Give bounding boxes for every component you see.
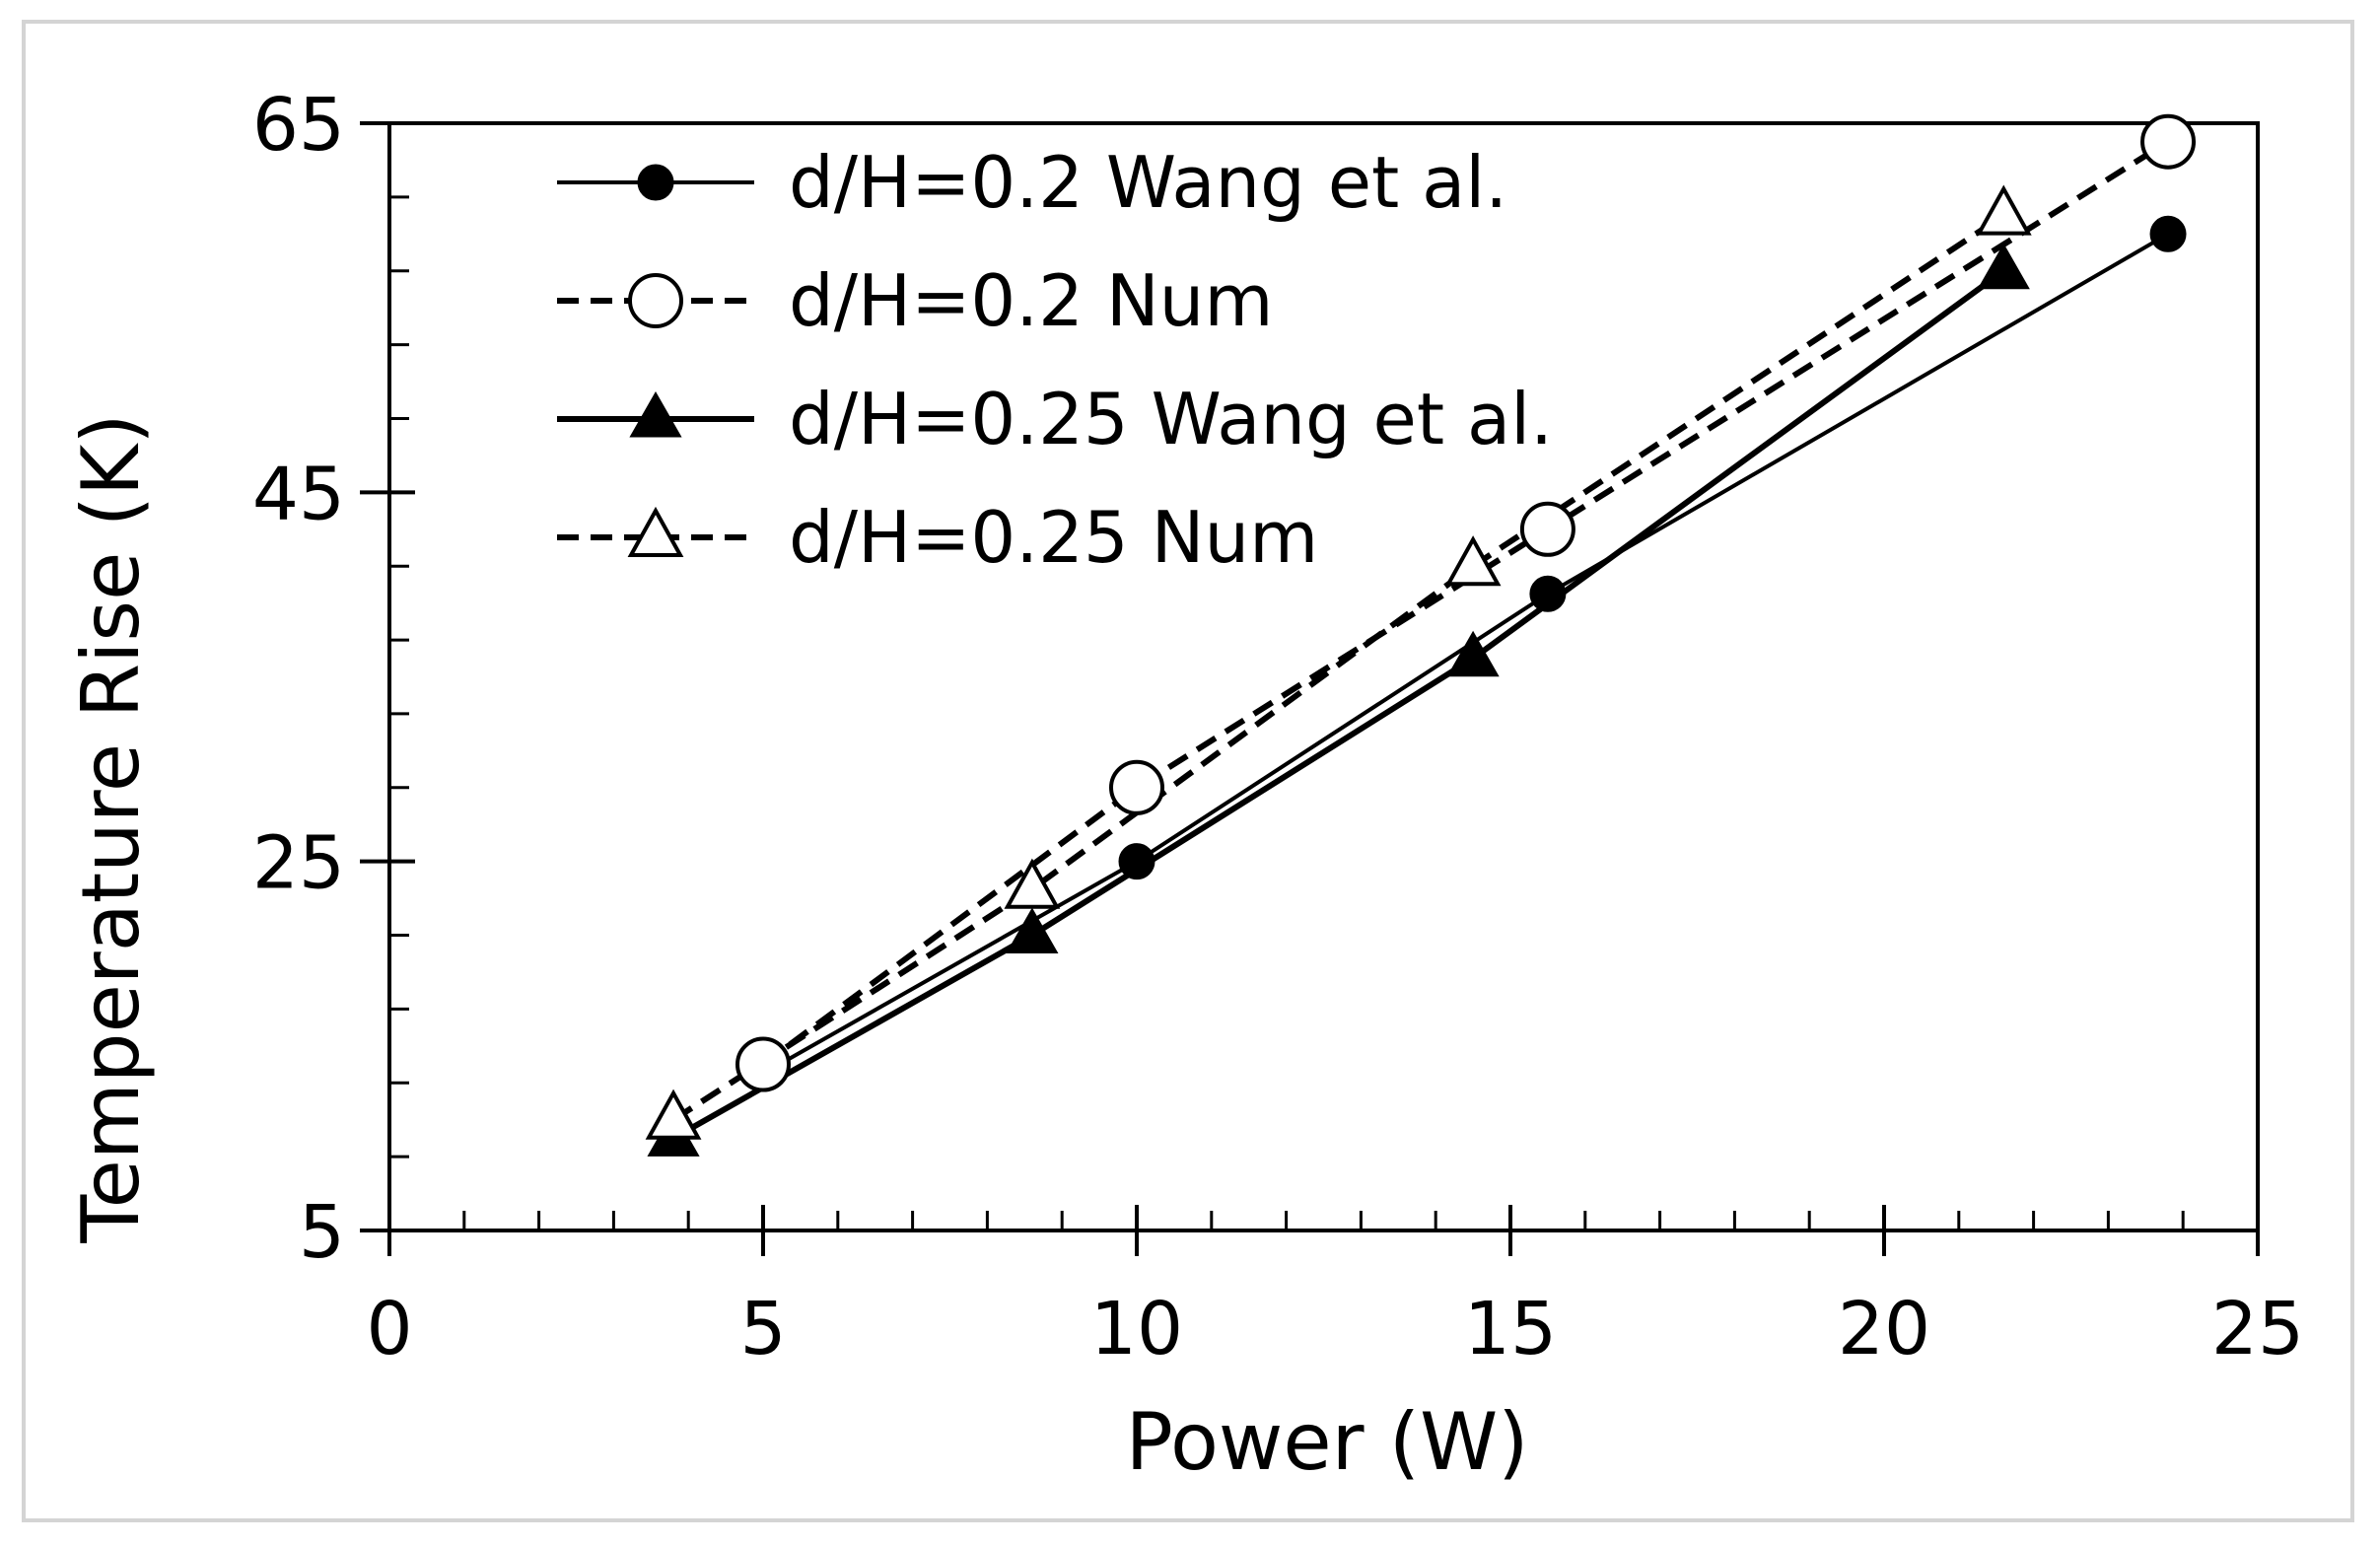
series-layer xyxy=(645,113,2197,1157)
marker-filled-triangle xyxy=(1977,243,2030,290)
legend-label: d/H=0.2 Num xyxy=(789,259,1273,342)
y-tick-label: 45 xyxy=(252,452,345,536)
series-markers-3 xyxy=(647,243,2030,1157)
x-tick-label: 0 xyxy=(366,1287,412,1371)
series-line xyxy=(762,232,2170,1076)
series-3 xyxy=(671,268,2006,1142)
y-tick-label: 25 xyxy=(252,821,345,906)
legend-item: d/H=0.2 Wang et al. xyxy=(557,141,1507,224)
marker-open-circle xyxy=(2140,113,2197,170)
marker-open-triangle xyxy=(1004,858,1061,909)
marker-filled-circle xyxy=(1529,575,1567,612)
legend-item: d/H=0.25 Num xyxy=(557,496,1318,579)
x-tick-label: 5 xyxy=(739,1287,786,1371)
series-markers-2 xyxy=(735,113,2197,1092)
series-line xyxy=(671,213,2005,1123)
marker-open-triangle xyxy=(645,1089,702,1140)
legend: d/H=0.2 Wang et al. d/H=0.2 Num d/H=0.25 W… xyxy=(557,141,1553,579)
marker-open-circle xyxy=(735,1036,791,1092)
series-1 xyxy=(762,232,2170,1076)
y-tick-label: 5 xyxy=(299,1190,345,1275)
marker-filled-triangle xyxy=(1006,907,1059,954)
x-tick-label: 20 xyxy=(1838,1287,1930,1371)
legend-label: d/H=0.2 Wang et al. xyxy=(789,141,1507,224)
marker-filled-circle xyxy=(1118,843,1155,880)
series-markers-4 xyxy=(645,184,2032,1140)
x-axis-label: Power (W) xyxy=(1126,1396,1529,1488)
series-4 xyxy=(671,213,2005,1123)
legend-item: d/H=0.25 Wang et al. xyxy=(557,378,1553,460)
legend-item: d/H=0.2 Num xyxy=(557,259,1273,342)
marker-open-circle xyxy=(1519,501,1575,557)
x-tick-label: 25 xyxy=(2211,1287,2304,1371)
y-tick-label: 65 xyxy=(252,83,345,168)
marker-filled-circle xyxy=(2149,215,2187,252)
legend-label: d/H=0.25 Num xyxy=(789,496,1318,579)
marker-open-triangle xyxy=(1444,535,1502,587)
marker-filled-triangle xyxy=(629,390,682,438)
marker-filled-circle xyxy=(637,164,674,201)
marker-open-circle xyxy=(628,273,683,328)
plot-area-border xyxy=(387,121,2260,1232)
marker-open-triangle xyxy=(627,506,684,557)
y-axis-label: Temperature Rise (K) xyxy=(65,413,157,1243)
marker-open-circle xyxy=(1109,759,1164,815)
x-tick-label: 10 xyxy=(1090,1287,1183,1371)
x-tick-label: 15 xyxy=(1464,1287,1557,1371)
marker-open-triangle xyxy=(1975,184,2032,236)
marker-filled-triangle xyxy=(1446,630,1500,677)
legend-label: d/H=0.25 Wang et al. xyxy=(789,378,1553,460)
series-line xyxy=(671,268,2006,1142)
